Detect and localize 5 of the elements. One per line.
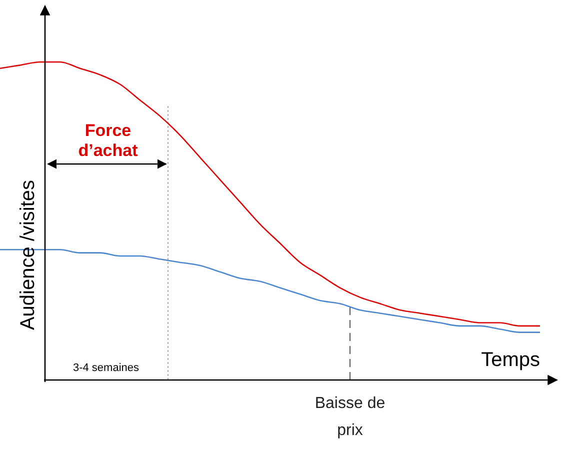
- annotation: Force d’achat: [78, 121, 138, 160]
- text: Baisse de prix: [314, 395, 386, 439]
- x-axis-title: Temps: [481, 349, 540, 371]
- annotation: 3-4 semaines: [72, 362, 140, 374]
- y-axis-title: Audience /visites: [17, 180, 39, 330]
